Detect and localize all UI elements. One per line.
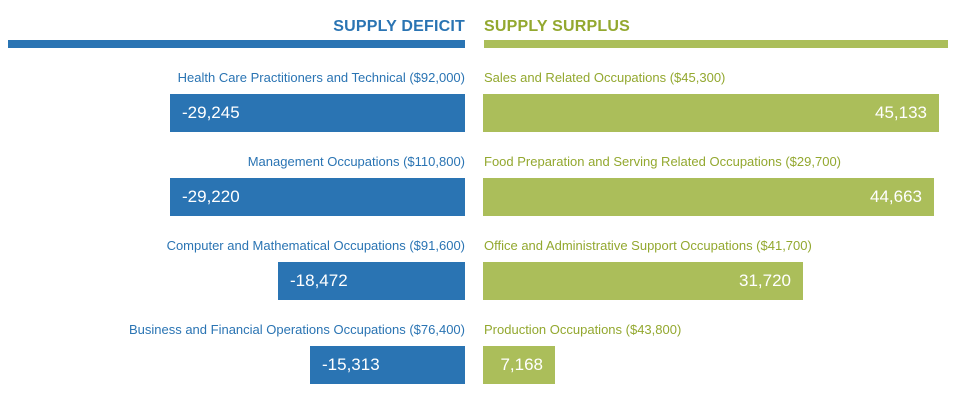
surplus-label-1: Food Preparation and Serving Related Occ… bbox=[484, 154, 841, 169]
deficit-value-1: -29,220 bbox=[182, 187, 240, 206]
deficit-bar-3: -15,313 bbox=[310, 346, 465, 384]
deficit-label-2: Computer and Mathematical Occupations ($… bbox=[166, 238, 465, 253]
deficit-value-0: -29,245 bbox=[182, 103, 240, 122]
surplus-value-2: 31,720 bbox=[739, 271, 791, 290]
deficit-label-1: Management Occupations ($110,800) bbox=[247, 154, 465, 169]
deficit-header-rule bbox=[8, 40, 465, 48]
surplus-label-2: Office and Administrative Support Occupa… bbox=[484, 238, 812, 253]
deficit-value-2: -18,472 bbox=[290, 271, 348, 290]
deficit-header: SUPPLY DEFICIT bbox=[333, 18, 465, 35]
surplus-bar-3: 7,168 bbox=[483, 346, 555, 384]
surplus-header-rule bbox=[484, 40, 948, 48]
surplus-label-3: Production Occupations ($43,800) bbox=[484, 322, 682, 337]
deficit-value-3: -15,313 bbox=[322, 355, 380, 374]
deficit-bar-0: -29,245 bbox=[170, 94, 465, 132]
surplus-value-0: 45,133 bbox=[875, 103, 927, 122]
surplus-label-0: Sales and Related Occupations ($45,300) bbox=[484, 70, 726, 85]
surplus-header: SUPPLY SURPLUS bbox=[484, 18, 630, 35]
surplus-bar-1: 44,663 bbox=[483, 178, 934, 216]
deficit-bar-1: -29,220 bbox=[170, 178, 465, 216]
surplus-value-1: 44,663 bbox=[870, 187, 922, 206]
deficit-label-3: Business and Financial Operations Occupa… bbox=[128, 322, 465, 337]
deficit-bar-2: -18,472 bbox=[278, 262, 465, 300]
surplus-value-3: 7,168 bbox=[500, 355, 543, 374]
surplus-bar-0: 45,133 bbox=[483, 94, 939, 132]
surplus-bar-2: 31,720 bbox=[483, 262, 803, 300]
deficit-label-0: Health Care Practitioners and Technical … bbox=[177, 70, 465, 85]
